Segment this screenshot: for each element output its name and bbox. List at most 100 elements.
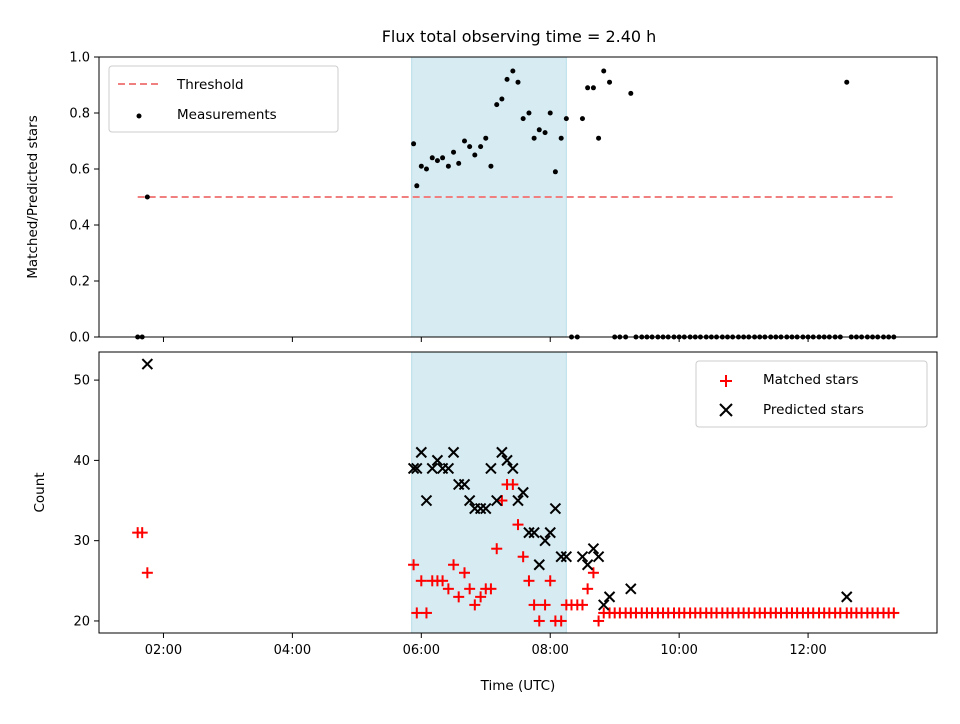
marker-stroke	[539, 534, 551, 547]
matched-star-marker	[593, 615, 605, 627]
measurement-point	[552, 169, 558, 175]
marker-stroke	[592, 551, 605, 563]
x-tick-label: 04:00	[274, 643, 311, 658]
predicted-star-marker	[141, 358, 154, 370]
measurement-point	[515, 79, 521, 85]
matched-star-marker	[582, 583, 594, 595]
matched-star-marker	[523, 575, 535, 587]
predicted-star-marker	[420, 494, 433, 507]
marker-stroke	[485, 462, 497, 475]
measurement-point	[144, 194, 150, 200]
matched-star-marker	[517, 551, 529, 563]
x-tick-label: 06:00	[403, 643, 440, 658]
y-tick-label: 0.6	[69, 163, 90, 178]
measurement-point	[520, 116, 526, 122]
predicted-star-marker	[512, 494, 524, 507]
predicted-star-marker	[496, 446, 508, 459]
matched-star-marker	[442, 583, 454, 595]
predicted-star-marker	[598, 599, 610, 611]
legend-measurements-swatch	[136, 113, 142, 119]
legend-predicted-label: Predicted stars	[763, 402, 864, 418]
marker-stroke	[426, 462, 438, 475]
y-tick-label: 30	[73, 534, 90, 549]
predicted-star-marker	[463, 494, 476, 507]
measurement-point	[445, 163, 451, 169]
matched-star-marker	[533, 615, 545, 627]
measurement-point	[483, 135, 489, 141]
measurement-point	[585, 85, 591, 91]
matched-star-marker	[491, 543, 503, 555]
measurement-point	[542, 130, 548, 136]
top-legend-box	[108, 65, 339, 133]
predicted-star-marker	[533, 559, 545, 571]
matched-star-marker	[555, 615, 567, 627]
y-tick-label: 40	[73, 454, 90, 469]
predicted-star-marker	[485, 462, 497, 475]
measurement-point	[547, 110, 553, 116]
y-tick-label: 20	[73, 614, 90, 629]
bottom-observing-span	[411, 351, 567, 634]
measurement-point	[526, 110, 532, 116]
top-y-axis-label: Matched/Predicted stars	[25, 115, 41, 278]
measurement-point	[590, 85, 596, 91]
y-tick-label: 0.8	[69, 107, 90, 122]
matched-star-marker	[437, 575, 449, 587]
marker-stroke	[544, 526, 556, 539]
matched-star-marker	[448, 559, 460, 571]
observing-span	[411, 351, 567, 634]
predicted-star-marker	[415, 446, 428, 459]
matched-star-marker	[507, 478, 519, 490]
x-tick-label: 10:00	[660, 643, 697, 658]
marker-stroke	[517, 486, 529, 499]
predicted-star-marker	[507, 462, 519, 475]
marker-stroke	[560, 551, 573, 563]
measurement-point	[414, 183, 420, 189]
matched-star-marker	[496, 495, 508, 507]
predicted-star-marker	[592, 551, 605, 563]
x-tick-label: 02:00	[145, 643, 182, 658]
x-tick-label: 08:00	[531, 643, 568, 658]
measurement-point	[429, 155, 435, 161]
measurement-point	[461, 138, 467, 144]
marker-stroke	[431, 454, 444, 467]
matched-star-marker	[544, 575, 556, 587]
bottom-axes-frame	[98, 351, 938, 634]
marker-stroke	[442, 462, 455, 475]
marker-stroke	[420, 494, 433, 507]
measurement-point	[558, 135, 564, 141]
bottom-legend: Matched stars Predicted stars	[695, 360, 928, 428]
measurement-point	[440, 155, 446, 161]
marker-stroke	[625, 583, 637, 595]
y-tick-label: 1.0	[69, 51, 90, 66]
measurement-point	[418, 163, 424, 169]
measurement-point	[494, 102, 500, 108]
measurement-point	[411, 141, 417, 147]
marker-stroke	[576, 551, 589, 563]
matched-star-marker	[136, 527, 148, 539]
predicted-star-marker	[603, 591, 616, 603]
marker-stroke	[496, 446, 508, 459]
predicted-star-marker	[407, 462, 420, 475]
marker-stroke	[474, 502, 487, 515]
top-panel: 0.0 0.2 0.4 0.6 0.8 1.0 Matched/Predicted sta…	[25, 51, 938, 346]
bottom-y-ticks: 20 30 40 50	[73, 374, 99, 629]
legend-measurements-label: Measurements	[177, 107, 277, 123]
predicted-star-marker	[587, 542, 600, 555]
measurement-point	[844, 79, 850, 85]
marker-stroke	[141, 358, 154, 370]
top-axes-frame	[98, 56, 938, 338]
marker-stroke	[598, 599, 610, 611]
predicted-star-marker	[625, 583, 637, 595]
legend-threshold-label: Threshold	[176, 77, 244, 93]
matched-star-marker	[528, 599, 540, 611]
measurement-point	[472, 152, 478, 158]
measurement-point	[423, 166, 429, 172]
predicted-star-marker	[560, 551, 573, 563]
measurement-point	[510, 68, 516, 74]
matched-star-marker	[888, 607, 900, 619]
matched-star-marker	[587, 567, 599, 579]
y-tick-label: 0.0	[69, 331, 90, 346]
predicted-star-marker	[517, 486, 529, 499]
bottom-x-ticks: 02:00 04:00 06:00 08:00 10:00 12:00	[145, 633, 827, 658]
